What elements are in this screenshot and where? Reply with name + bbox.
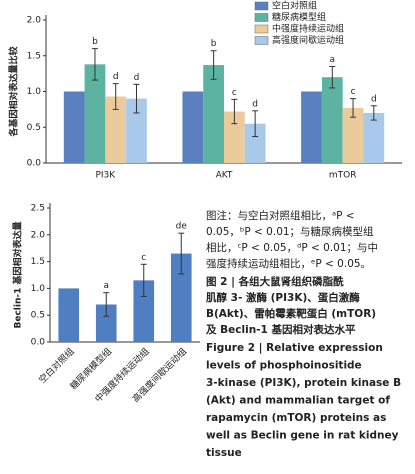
- bar: [84, 64, 106, 163]
- bar: [63, 91, 85, 163]
- bar: [170, 253, 192, 342]
- significance-letter: c: [232, 88, 237, 98]
- y-tick-label: 1.5: [31, 257, 45, 267]
- significance-letter: d: [113, 72, 119, 82]
- legend-swatch: [254, 36, 269, 45]
- legend-label: 空白对照组: [272, 0, 317, 12]
- caption-line: 及 Beclin-1 基因相对表达水平: [206, 323, 356, 336]
- y-tick-label: 1.0: [27, 87, 42, 97]
- legend-swatch: [254, 1, 269, 11]
- bar: [203, 65, 224, 163]
- significance-letter: b: [211, 39, 217, 49]
- significance-letter: d: [371, 94, 377, 104]
- bar: [301, 91, 322, 163]
- significance-letter: c: [351, 87, 356, 97]
- caption-line: well as Beclin gene in rat kidney: [206, 430, 399, 442]
- legend-label: 糖尿病模型组: [272, 11, 326, 23]
- caption-line: 图注：与空白对照组相比，ᵃP <: [206, 209, 355, 222]
- caption-line: (Akt) and mammalian target of: [206, 395, 390, 407]
- caption-line: levels of phosphoinositide: [206, 360, 362, 372]
- caption-line: rapamycin (mTOR) proteins as: [206, 412, 386, 424]
- y-tick-label: 1.5: [27, 51, 41, 61]
- caption-line: 强度持续运动组相比，ᵉP < 0.05。: [206, 257, 371, 270]
- y-tick-label: 2.5: [31, 204, 45, 214]
- legend-label: 高强度间歇运动组: [272, 34, 344, 46]
- caption-line: B(Akt)、雷帕霉素靶蛋白 (mTOR): [206, 307, 376, 320]
- significance-letter: de: [176, 222, 188, 232]
- y-tick-label: 2.0: [31, 230, 46, 240]
- significance-letter: c: [141, 253, 146, 263]
- y-axis-title: Beclin-1 基因相对表达量: [12, 221, 24, 328]
- x-tick-label: AKT: [216, 171, 233, 181]
- bar: [105, 96, 127, 163]
- x-tick-label: mTOR: [329, 171, 357, 181]
- bar: [244, 123, 266, 163]
- bar: [182, 91, 204, 163]
- legend-swatch: [254, 24, 269, 34]
- significance-letter: a: [330, 55, 336, 65]
- caption-line: 0.05，ᵇP < 0.01；与糖尿病模型组: [206, 225, 374, 238]
- bar: [58, 288, 80, 342]
- caption-line: 相比，ᶜP < 0.05，ᵈP < 0.01；与中: [206, 241, 378, 254]
- bar: [126, 98, 147, 163]
- y-tick-label: 0.0: [27, 159, 42, 169]
- y-axis-title: 各基因相对表达量比较: [8, 46, 20, 137]
- caption-line: 肌醇 3- 激酶 (PI3K)、蛋白激酶: [206, 291, 360, 304]
- x-tick-label: 空白对照组: [36, 345, 76, 385]
- x-tick-label: PI3K: [95, 171, 116, 181]
- bar: [133, 280, 155, 342]
- significance-letter: d: [134, 73, 140, 83]
- y-tick-label: 0.0: [31, 338, 46, 348]
- significance-letter: a: [103, 281, 109, 291]
- bar: [363, 112, 385, 163]
- caption-line: Figure 2 | Relative expression: [206, 342, 383, 354]
- legend-label: 中强度持续运动组: [272, 23, 344, 35]
- bar: [342, 107, 364, 163]
- y-tick-label: 0.5: [31, 311, 45, 321]
- bar: [224, 111, 245, 163]
- y-tick-label: 1.0: [31, 284, 46, 294]
- significance-letter: b: [92, 37, 98, 47]
- bar: [95, 304, 117, 342]
- y-tick-label: 0.5: [27, 123, 41, 133]
- caption-line: 3-kinase (PI3K), protein kinase B: [206, 377, 401, 389]
- bar: [321, 77, 343, 163]
- significance-letter: d: [252, 99, 258, 109]
- legend-swatch: [254, 13, 269, 22]
- y-tick-label: 2.0: [27, 16, 42, 26]
- caption-line: 图 2 | 各组大鼠肾组织磷脂酰: [206, 275, 344, 288]
- caption-line: tissue: [206, 447, 242, 459]
